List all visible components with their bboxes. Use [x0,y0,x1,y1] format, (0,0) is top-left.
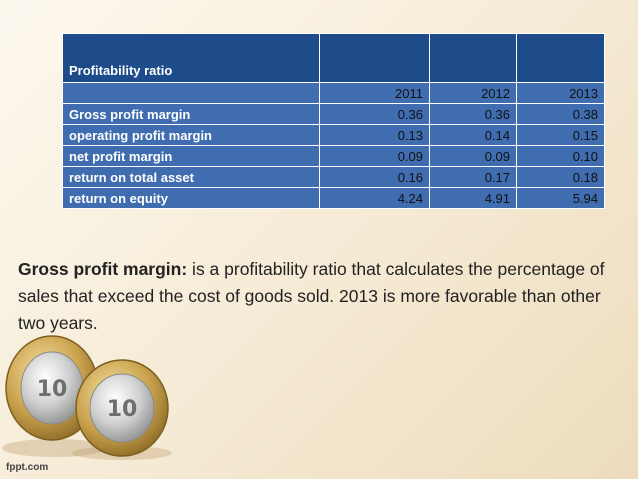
row-label: return on equity [62,187,320,209]
description-term: Gross profit margin: [18,259,188,279]
year-cell: 2011 [319,82,430,104]
value-cell: 0.13 [319,124,430,146]
value-cell: 4.91 [429,187,517,209]
row-label: operating profit margin [62,124,320,146]
profitability-table: Profitability ratio 2011 2012 2013 Gross… [62,33,605,209]
profitability-table-container: Profitability ratio 2011 2012 2013 Gross… [62,33,605,209]
row-label: return on total asset [62,166,320,188]
value-cell: 5.94 [516,187,605,209]
value-cell: 0.16 [319,166,430,188]
value-cell: 4.24 [319,187,430,209]
year-cell: 2013 [516,82,605,104]
value-cell: 0.14 [429,124,517,146]
value-cell: 0.36 [319,103,430,125]
table-row: return on total asset 0.16 0.17 0.18 [62,166,605,188]
value-cell: 0.36 [429,103,517,125]
table-title: Profitability ratio [62,33,320,83]
value-cell: 0.18 [516,166,605,188]
value-cell: 0.09 [429,145,517,167]
table-header-row: Profitability ratio [62,33,605,83]
footer-brand: fppt.com [6,462,49,473]
value-cell: 0.10 [516,145,605,167]
row-label: net profit margin [62,145,320,167]
description-text: is a profitability ratio that calculates… [18,259,605,333]
table-row: operating profit margin 0.13 0.14 0.15 [62,124,605,146]
coins-image: 10 10 [0,330,180,465]
value-cell: 0.09 [319,145,430,167]
table-row: return on equity 4.24 4.91 5.94 [62,187,605,209]
table-row: Gross profit margin 0.36 0.36 0.38 [62,103,605,125]
row-label: Gross profit margin [62,103,320,125]
year-row: 2011 2012 2013 [62,82,605,104]
coin-front-denomination: 10 [107,397,138,422]
value-cell: 0.15 [516,124,605,146]
year-cell: 2012 [429,82,517,104]
description-paragraph: Gross profit margin: is a profitability … [18,256,608,337]
value-cell: 0.17 [429,166,517,188]
coins-icon: 10 10 [2,335,172,460]
table-row: net profit margin 0.09 0.09 0.10 [62,145,605,167]
coin-back-denomination: 10 [37,377,68,402]
value-cell: 0.38 [516,103,605,125]
